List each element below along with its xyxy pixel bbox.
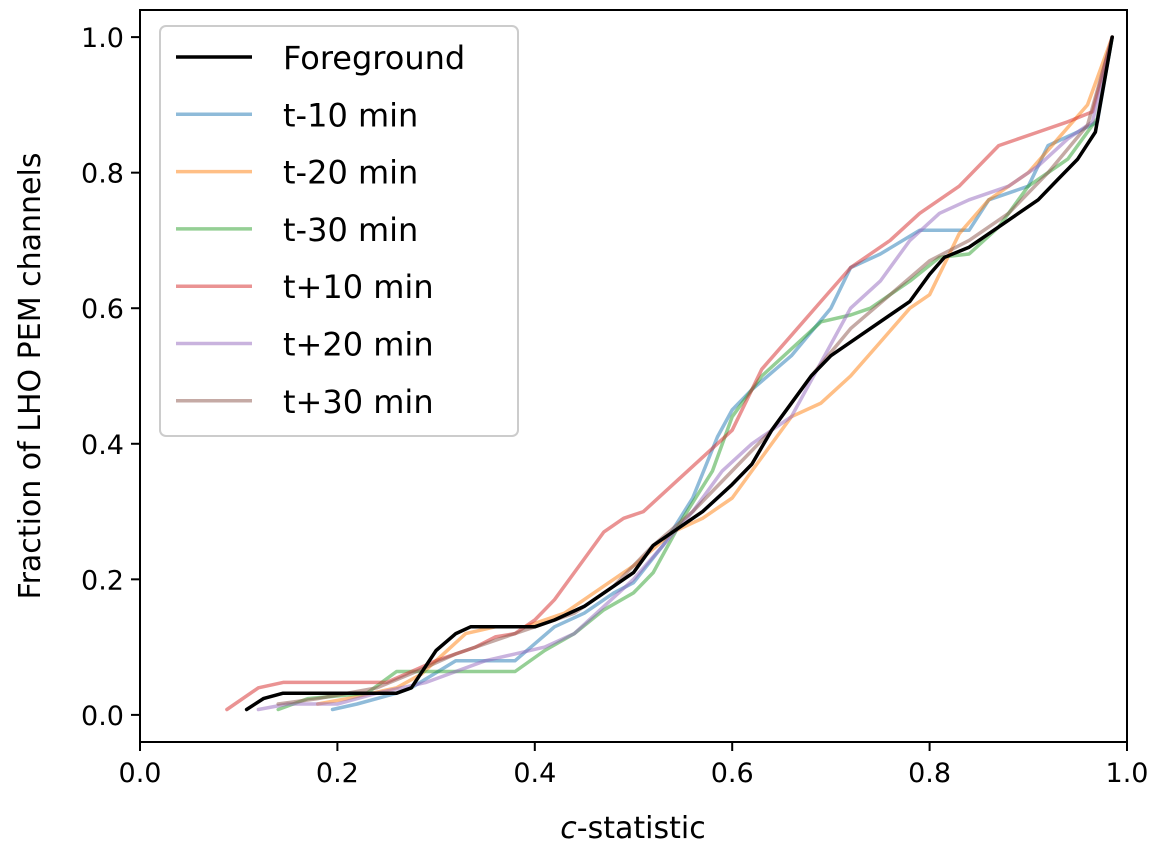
series-line-t-20-min [256,35,1114,712]
legend: Foreground t-10 min t-20 min t-30 min t+10 m… [159,25,519,437]
series-line-t-10-min [330,35,1114,712]
legend-label: t+30 min [283,383,434,421]
x-tick-label: 0.8 [908,758,951,789]
y-axis-ticks: 0.0 0.2 0.4 0.6 0.8 1.0 [81,23,140,732]
x-tick-label: 0.4 [513,758,556,789]
y-tick-label: 0.6 [81,294,124,325]
y-tick-label: 0.8 [81,159,124,190]
x-axis-ticks: 0.0 0.2 0.4 0.6 0.8 1.0 [119,742,1149,789]
legend-label: Foreground [283,39,465,77]
legend-label: t-30 min [283,211,418,249]
legend-label: t+20 min [283,326,434,364]
x-tick-label: 0.0 [119,758,162,789]
y-tick-label: 0.2 [81,565,124,596]
series-line-t-20-min [315,35,1114,706]
legend-label: t-20 min [283,154,418,192]
y-tick-label: 0.0 [81,701,124,732]
y-tick-label: 0.4 [81,430,124,461]
legend-label: t+10 min [283,268,434,306]
plot-frame [139,9,1128,743]
series-lines [225,35,1114,712]
x-tick-label: 0.6 [711,758,754,789]
y-axis-label: Fraction of LHO PEM channels [13,153,48,600]
legend-label: t-10 min [283,96,418,134]
series-line-foreground [244,35,1114,712]
legend-box [159,25,519,437]
y-tick-label: 1.0 [81,23,124,54]
x-axis-label: c-statistic [560,811,705,846]
x-tick-label: 0.2 [316,758,359,789]
series-line-t-30-min [276,35,1114,712]
series-line-t-30-min [276,35,1114,706]
x-tick-label: 1.0 [1106,758,1149,789]
